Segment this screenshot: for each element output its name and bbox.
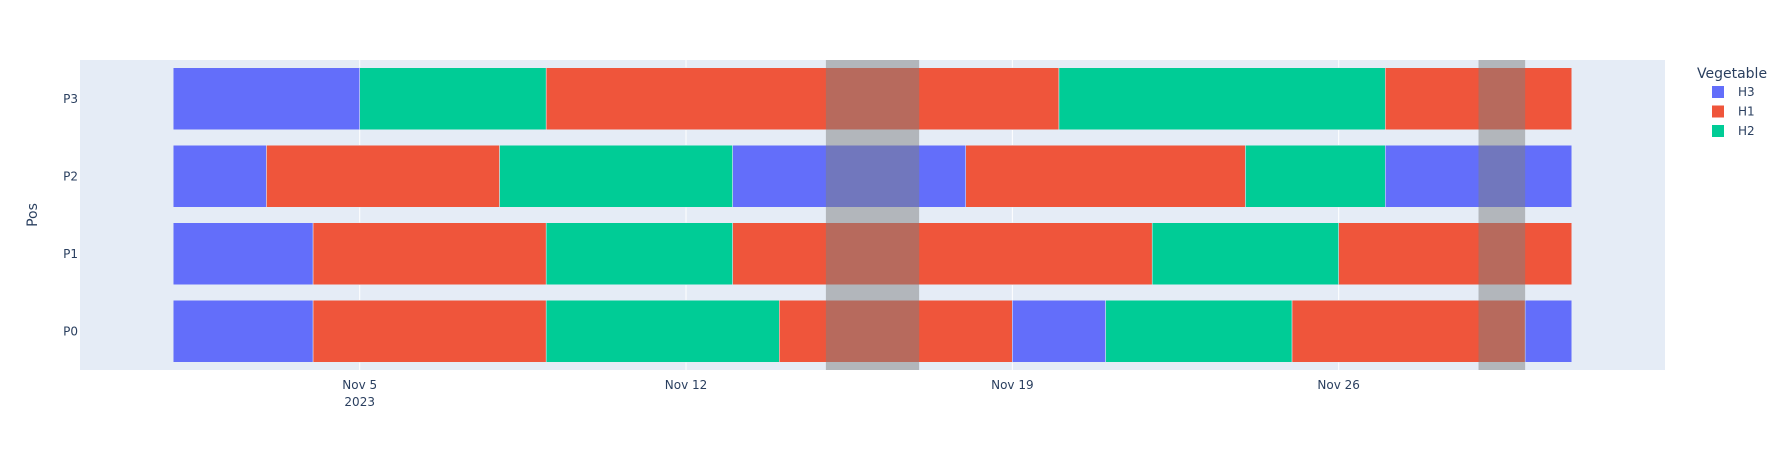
bar-P3-H1 xyxy=(545,67,1060,130)
legend-swatch-H2[interactable] xyxy=(1712,125,1724,137)
y-axis-title: Pos xyxy=(25,203,41,227)
legend-swatch-H3[interactable] xyxy=(1712,86,1724,98)
bar-P0-H3 xyxy=(1524,300,1573,363)
y-tick-label: P0 xyxy=(63,324,78,338)
bar-P0-H2 xyxy=(1105,300,1293,363)
bar-P3-H1 xyxy=(1385,67,1573,130)
bar-P0-H3 xyxy=(1012,300,1106,363)
bar-P2-H2 xyxy=(499,145,733,208)
bar-P0-H1 xyxy=(312,300,547,363)
y-tick-label: P1 xyxy=(63,247,78,261)
bar-P1-H1 xyxy=(312,222,547,285)
legend-swatch-H1[interactable] xyxy=(1712,105,1724,118)
legend-label-H3[interactable]: H3 xyxy=(1738,85,1755,99)
legend-title: Vegetable xyxy=(1697,66,1767,82)
bar-P0-H3 xyxy=(172,300,314,363)
x-tick-label: Nov 12 xyxy=(665,378,708,392)
y-tick-label: P2 xyxy=(63,169,78,183)
y-axis: P0 P1 P2 P3 xyxy=(63,92,78,339)
legend-label-H2[interactable]: H2 xyxy=(1738,124,1755,138)
bar-P1-H2 xyxy=(545,222,733,285)
bar-P3-H3 xyxy=(172,67,360,130)
legend: Vegetable H3 H1 H2 xyxy=(1697,66,1767,138)
x-tick-sublabel: 2023 xyxy=(344,395,375,409)
shaded-range xyxy=(825,60,920,370)
shaded-ranges xyxy=(825,60,1526,370)
bar-P2-H1 xyxy=(965,145,1246,208)
bar-P2-H3 xyxy=(172,145,267,208)
bar-P2-H1 xyxy=(266,145,500,208)
bar-P3-H2 xyxy=(359,67,547,130)
y-tick-label: P3 xyxy=(63,92,78,106)
x-tick-label: Nov 19 xyxy=(991,378,1034,392)
x-tick-label: Nov 5 xyxy=(342,378,377,392)
bars xyxy=(172,67,1573,363)
bar-P1-H1 xyxy=(732,222,1153,285)
bar-P2-H3 xyxy=(1385,145,1573,208)
legend-label-H1[interactable]: H1 xyxy=(1738,105,1755,119)
bar-P1-H3 xyxy=(172,222,314,285)
bar-P1-H1 xyxy=(1338,222,1573,285)
bar-P3-H2 xyxy=(1058,67,1386,130)
bar-P2-H2 xyxy=(1245,145,1386,208)
bar-P1-H2 xyxy=(1151,222,1339,285)
x-tick-label: Nov 26 xyxy=(1317,378,1360,392)
x-axis: Nov 5 2023 Nov 12 Nov 19 Nov 26 xyxy=(342,378,1360,409)
bar-P0-H2 xyxy=(545,300,780,363)
shaded-range xyxy=(1478,60,1526,370)
